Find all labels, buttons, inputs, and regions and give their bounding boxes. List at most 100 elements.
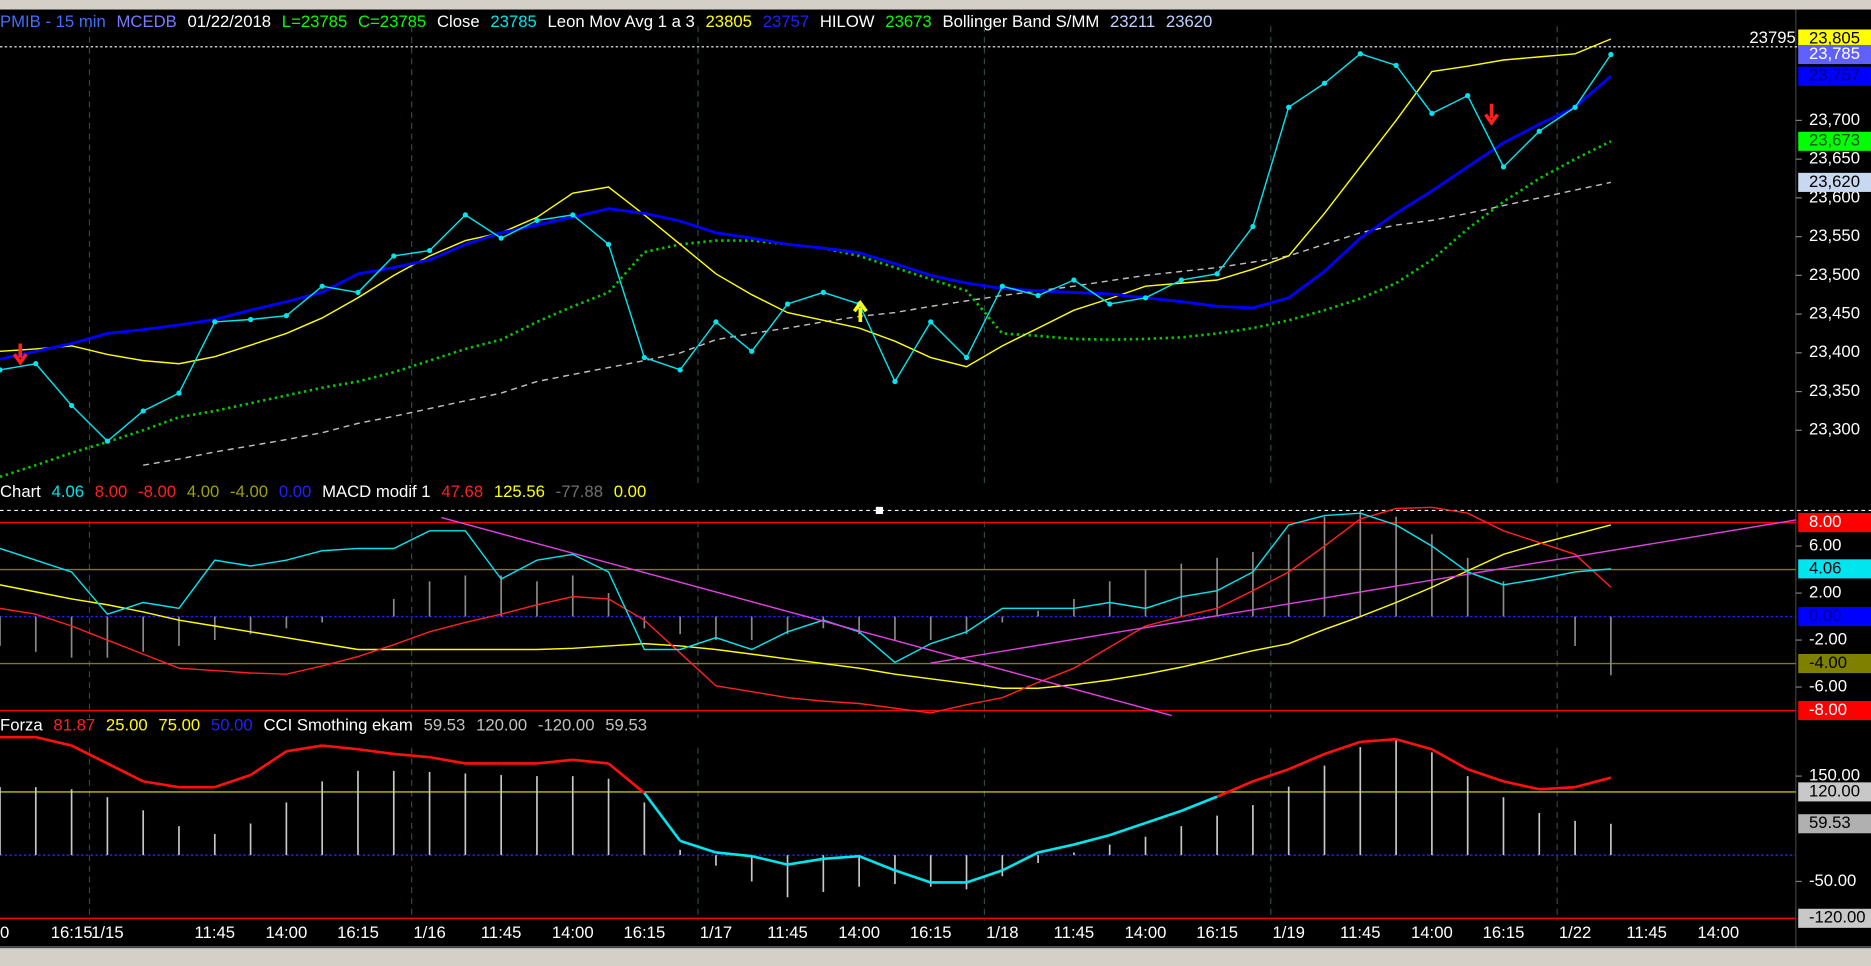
legend-item: L=23785 [282,12,347,31]
x-tick-label: 1/22 [1559,923,1591,942]
x-tick-label: 00 [0,923,9,942]
data-point [1035,292,1041,299]
value-badge-label: -120.00 [1809,908,1866,927]
series-segment [679,839,717,854]
data-point [892,378,898,385]
series-line [0,52,1612,443]
value-badge-label: 59.53 [1809,813,1851,832]
data-point [104,438,111,444]
value-badge [1798,908,1871,928]
value-badge [1798,172,1871,192]
plot-layer: 0016:151/1511:4514:0016:151/1611:4514:00… [0,12,1871,942]
status-bar [0,948,1871,966]
value-badge-label: 23,757 [1809,66,1860,85]
data-point [963,354,970,361]
data-point [928,319,934,325]
series-segment [1539,785,1576,791]
value-badge-label: 23,673 [1809,131,1860,150]
value-badge [1798,700,1871,721]
data-point [355,289,361,296]
y-tick-label: 150.00 [1809,766,1860,785]
legend-item: -77.88 [556,482,603,501]
legend-item: 81.87 [53,716,95,735]
legend-item: 120.00 [476,716,527,735]
sell-arrow [1484,103,1499,126]
value-badge [1798,131,1871,151]
y-tick-label: 23,450 [1809,304,1860,323]
x-tick-label: 16:15 [1483,923,1525,942]
y-tick-label: 6.00 [1809,535,1841,554]
data-point [820,289,826,296]
data-point [212,319,218,325]
series-segment [214,773,252,789]
x-tick-label: 16:15 [337,923,379,942]
value-badge-label: 23,805 [1809,28,1860,47]
legend-item: 23673 [885,12,931,31]
buy-arrow [852,299,868,322]
y-tick-label: 23,600 [1809,187,1860,206]
value-badge-label: -4.00 [1809,653,1847,672]
sell-arrow [12,343,28,366]
value-badge [1798,44,1871,65]
series-line [0,506,1612,714]
value-badge [1798,66,1871,86]
series-segment [71,744,108,765]
series-segment [286,744,323,753]
value-badge [1798,814,1871,834]
x-tick-label: 14:00 [552,923,594,942]
y-tick-label: 23,700 [1809,110,1860,129]
x-tick-label: 1/19 [1272,923,1304,942]
series-segment [1574,776,1612,789]
legend-item: 23211 [1110,12,1155,31]
toolbar[interactable] [0,0,1871,10]
legend-item: 0.00 [279,482,311,501]
x-tick-label: 16:15 [51,923,93,942]
trend-line [930,519,1796,664]
y-tick-label: 2.00 [1809,582,1841,601]
y-tick-label: -2.00 [1809,629,1847,648]
annotations [12,103,1796,717]
data-point [749,348,755,354]
series-segment [35,735,72,747]
x-tick-label: 14:00 [265,923,307,942]
data-point [534,217,540,223]
data-point [1393,62,1399,69]
value-badge [1798,782,1871,802]
value-badge-label: 0.00 [1809,606,1841,625]
data-point [1071,277,1077,283]
legend-item: -4.00 [230,482,268,501]
legend-item: -120.00 [538,716,595,735]
data-point [1572,104,1578,110]
data-point [1250,223,1256,230]
legend-item: CCI Smothing ekam [263,716,412,735]
series-segment [1360,737,1397,744]
series-segment [1180,795,1218,813]
legend-item: 59.53 [424,716,466,735]
x-tick-label: 1/15 [91,923,123,942]
data-point [247,316,254,323]
trend-line [441,516,1172,717]
marker [875,506,883,515]
data-point [283,313,290,319]
data-point [1178,277,1184,283]
series-segment [858,854,896,872]
legend-item: 8.00 [95,482,127,501]
data-point [1142,295,1149,301]
x-tick-label: 1/17 [700,923,732,942]
series-segment [106,762,144,783]
x-tick-label: 16:15 [623,923,665,942]
series-segment [142,780,180,789]
series-segment [1073,833,1111,846]
data-point [1465,92,1471,99]
series-segment [966,869,1003,884]
series-segment [715,851,752,858]
value-badge [1798,607,1871,627]
value-badge-label: -8.00 [1809,700,1847,719]
series-segment [751,854,788,866]
data-point [33,361,39,367]
data-point [1357,51,1363,57]
value-badge-label: 4.06 [1809,558,1841,577]
legend-item: 75.00 [158,716,200,735]
